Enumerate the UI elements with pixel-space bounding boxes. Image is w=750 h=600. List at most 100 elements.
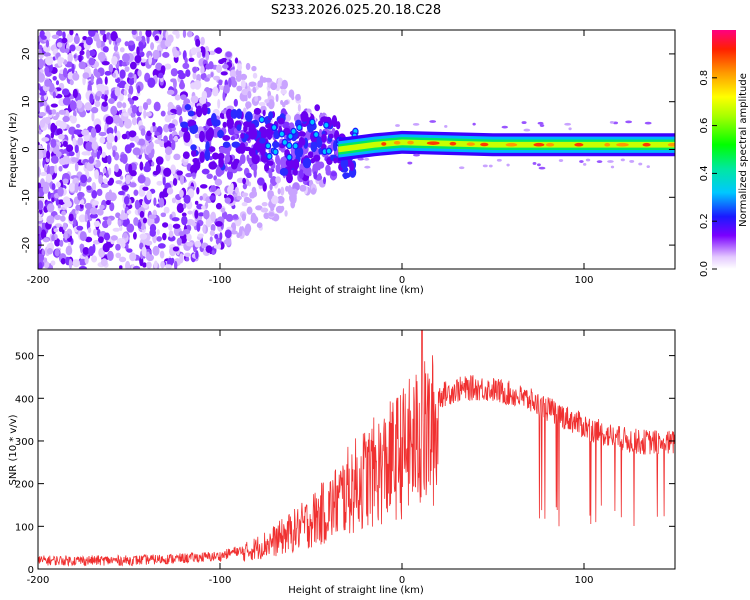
- spectrogram-point: [91, 189, 98, 199]
- spectrogram-point: [222, 141, 231, 148]
- spectrogram-point: [208, 50, 216, 56]
- spectrogram-point: [54, 238, 61, 247]
- spectrogram-point: [98, 131, 107, 137]
- spectrogram-xtick-label-3: 100: [574, 275, 593, 286]
- spectrogram-point: [201, 90, 208, 101]
- colorbar-gradient: [712, 30, 736, 269]
- spectrogram-point: [142, 186, 149, 191]
- spectrogram-point: [118, 190, 125, 196]
- spectrogram-point: [160, 110, 166, 117]
- spectrogram-point: [142, 102, 149, 111]
- spectrogram-point: [148, 152, 154, 159]
- spectrogram-point: [215, 202, 222, 210]
- spectrogram-point: [59, 57, 65, 63]
- spectrogram-point: [240, 132, 245, 139]
- spectrogram-point: [195, 105, 203, 118]
- spectrogram-point: [72, 88, 78, 99]
- spectrogram-point: [248, 147, 256, 157]
- spectrogram-point: [159, 250, 165, 259]
- spectrogram-point: [646, 165, 650, 169]
- spectrogram-point: [68, 213, 74, 222]
- spectrogram-point: [74, 144, 79, 154]
- spectrogram-point: [101, 151, 106, 158]
- spectrogram-point: [208, 161, 218, 170]
- spectrogram-point: [102, 46, 109, 53]
- spectrogram-point: [236, 146, 243, 154]
- spectrogram-point: [217, 243, 222, 250]
- spectrogram-point: [297, 125, 302, 130]
- spectrogram-point: [201, 73, 206, 79]
- spectrogram-point: [81, 129, 90, 136]
- spectrogram-point: [93, 220, 101, 228]
- spectrogram-point: [38, 235, 41, 243]
- spectrogram-point: [162, 51, 170, 58]
- spectrogram-point: [125, 174, 131, 185]
- spectrogram-point: [126, 223, 135, 233]
- spectrogram-point: [251, 154, 260, 165]
- spectrogram-point: [134, 54, 142, 64]
- spectrogram-point: [69, 44, 76, 52]
- spectrogram-point: [138, 105, 143, 113]
- spectrogram-point: [137, 221, 142, 228]
- colorbar-tick-label-2: 0.4: [699, 165, 710, 181]
- spectrogram-point: [335, 121, 341, 130]
- snr-line: [38, 330, 675, 567]
- spectrogram-point: [139, 210, 145, 218]
- spectrogram-point: [127, 97, 132, 102]
- spectrogram-point: [105, 115, 114, 125]
- spectrogram-point: [236, 108, 243, 120]
- spectrogram-point: [58, 133, 65, 140]
- spectrogram-point: [275, 176, 281, 184]
- spectrogram-point: [230, 108, 238, 119]
- spectrogram-point: [55, 30, 63, 37]
- spectrogram-point: [74, 162, 79, 172]
- spectrogram-point: [413, 153, 420, 157]
- spectrogram-point: [38, 71, 42, 79]
- spectrogram-ridge-peak: [533, 142, 545, 147]
- spectrogram-point: [270, 82, 278, 91]
- spectrogram-point: [289, 192, 296, 203]
- spectrogram-point: [291, 188, 298, 196]
- spectrogram-point: [302, 157, 312, 169]
- spectrogram-point: [179, 174, 185, 185]
- spectrogram-point: [93, 228, 98, 236]
- spectrogram-point: [79, 231, 87, 242]
- spectrogram-point: [51, 183, 56, 191]
- spectrogram-point: [331, 115, 338, 128]
- spectrogram-point: [77, 137, 84, 146]
- spectrogram-x-ticks: -200 -100 0 100: [27, 30, 594, 286]
- spectrogram-point: [38, 44, 43, 50]
- spectrogram-point: [156, 229, 160, 236]
- spectrogram-point: [270, 206, 275, 211]
- spectrogram-point: [310, 140, 318, 153]
- spectrogram-point: [596, 160, 603, 164]
- spectrogram-point: [85, 36, 93, 46]
- spectrogram-point: [231, 141, 241, 148]
- spectrogram-point: [255, 205, 263, 211]
- spectrogram-point: [137, 174, 146, 184]
- spectrogram-point: [103, 232, 111, 241]
- spectrogram-point: [86, 149, 91, 156]
- spectrogram-point: [78, 61, 86, 70]
- spectrogram-point: [444, 125, 448, 128]
- spectrogram-point: [276, 157, 281, 168]
- spectrogram-point: [79, 215, 85, 223]
- spectrogram-point: [180, 94, 187, 101]
- spectrogram-point: [108, 192, 117, 202]
- spectrogram-point: [222, 135, 231, 142]
- spectrogram-point: [184, 252, 191, 258]
- spectrogram-point: [281, 79, 288, 90]
- figure-title: S233.2026.025.20.18.C28: [271, 3, 441, 18]
- spectrogram-point: [110, 235, 118, 241]
- spectrogram-ytick-label-2: 0: [21, 146, 32, 152]
- spectrogram-ridge-peak: [381, 142, 387, 146]
- spectrogram-ridge-peak: [426, 141, 440, 145]
- spectrogram-point: [218, 155, 224, 168]
- spectrogram-point: [262, 182, 267, 192]
- spectrogram-point: [282, 140, 287, 145]
- spectrogram-point: [152, 49, 160, 60]
- spectrogram-point: [181, 215, 188, 226]
- spectrogram-point: [241, 192, 249, 197]
- spectrogram-point: [412, 122, 420, 126]
- spectrogram-point: [69, 100, 77, 111]
